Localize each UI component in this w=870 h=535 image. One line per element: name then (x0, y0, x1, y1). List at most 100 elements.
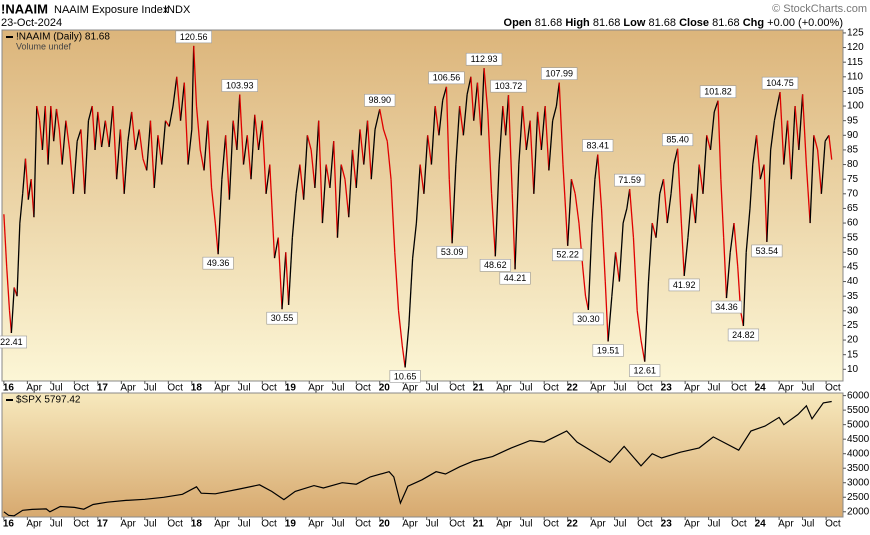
y-tick-label: 50 (847, 247, 859, 258)
data-label: 104.75 (766, 78, 794, 88)
line-segment (666, 193, 672, 224)
data-label: 106.56 (433, 73, 461, 83)
label-box (202, 256, 234, 270)
label-box (552, 248, 584, 262)
line-segment (706, 135, 712, 151)
label-box (761, 76, 799, 90)
line-segment (828, 135, 833, 160)
line-segment (291, 193, 297, 238)
y-tick-label: 80 (847, 159, 859, 170)
line-segment (813, 135, 819, 151)
line-segment (161, 120, 167, 165)
data-label: 30.55 (271, 313, 294, 323)
line-segment (659, 179, 665, 194)
line-segment (195, 105, 201, 150)
line-segment (203, 120, 209, 171)
line-segment (567, 179, 573, 246)
line-segment (390, 179, 396, 253)
line-segment (254, 114, 260, 150)
line-segment (680, 223, 685, 276)
x-tick-label: Oct (167, 383, 183, 394)
line-segment (604, 281, 609, 342)
line-segment (47, 106, 52, 165)
y-tick-label: 105 (847, 86, 864, 97)
line-segment (65, 120, 71, 151)
line-segment (766, 149, 772, 242)
x-tick-label: 22 (567, 519, 579, 530)
y-tick-label: 120 (847, 42, 864, 53)
label-box (629, 364, 661, 377)
line-segment (476, 82, 482, 136)
line-segment (702, 135, 708, 194)
line-segment (379, 109, 385, 130)
x-tick-label: Jul (332, 383, 345, 394)
line-segment (794, 105, 800, 150)
line-segment (749, 164, 754, 209)
line-segment (261, 120, 267, 194)
y-tick-label: 6000 (847, 390, 870, 401)
label-box (221, 79, 258, 92)
line-segment (790, 106, 796, 180)
line-segment (636, 310, 642, 341)
quote-value: 81.68 (535, 17, 563, 29)
quote-label: Close (679, 17, 709, 29)
line-segment (423, 135, 429, 194)
line-segment (115, 129, 122, 180)
data-label: 120.56 (180, 32, 208, 42)
x-tick-label: 23 (661, 519, 673, 530)
y-tick-label: 2500 (847, 492, 870, 503)
line-segment (336, 164, 342, 238)
x-tick-label: Apr (402, 519, 418, 530)
data-label: 48.62 (484, 260, 507, 270)
line-segment (157, 135, 163, 165)
data-label: 41.92 (673, 280, 696, 290)
line-segment (310, 149, 316, 189)
line-segment (221, 135, 227, 180)
line-segment (529, 120, 535, 194)
x-tick-label: 18 (191, 519, 203, 530)
line-segment (562, 164, 569, 246)
line-segment (632, 237, 638, 311)
line-segment (490, 193, 496, 257)
line-segment (318, 120, 324, 224)
line-segment (36, 105, 41, 121)
data-label: 30.30 (577, 314, 600, 324)
line-segment (434, 105, 440, 136)
line-segment (445, 86, 450, 180)
line-segment (285, 252, 290, 305)
line-segment (745, 208, 751, 253)
line-segment (755, 135, 761, 180)
label-box (490, 79, 527, 93)
x-tick-label: Apr (120, 519, 136, 530)
line-segment (127, 111, 133, 142)
x-tick-label: 19 (285, 383, 297, 394)
x-tick-label: Apr (26, 383, 42, 394)
line-segment (763, 164, 768, 242)
x-tick-label: Apr (778, 383, 794, 394)
line-segment (138, 129, 144, 159)
x-tick-label: 16 (3, 519, 15, 530)
x-tick-label: Apr (496, 519, 512, 530)
x-tick-label: Oct (731, 383, 747, 394)
x-tick-label: Oct (167, 519, 183, 530)
data-label: 103.93 (226, 80, 254, 90)
line-segment (370, 129, 376, 180)
line-segment (134, 129, 140, 151)
data-label: 44.21 (504, 273, 527, 283)
line-segment (451, 164, 457, 244)
x-tick-label: Oct (637, 519, 653, 530)
line-segment (401, 345, 406, 368)
line-segment (38, 120, 44, 150)
label-box (582, 139, 614, 152)
line-segment (119, 129, 125, 194)
line-segment (801, 94, 808, 165)
y-tick-label: 110 (847, 71, 863, 82)
y-tick-label: 95 (847, 115, 859, 126)
x-tick-label: Oct (825, 383, 841, 394)
line-segment (104, 120, 110, 148)
line-segment (626, 189, 631, 209)
line-segment (214, 222, 219, 255)
line-segment (72, 141, 78, 194)
data-label: 112.93 (471, 54, 498, 64)
line-segment (142, 158, 148, 171)
